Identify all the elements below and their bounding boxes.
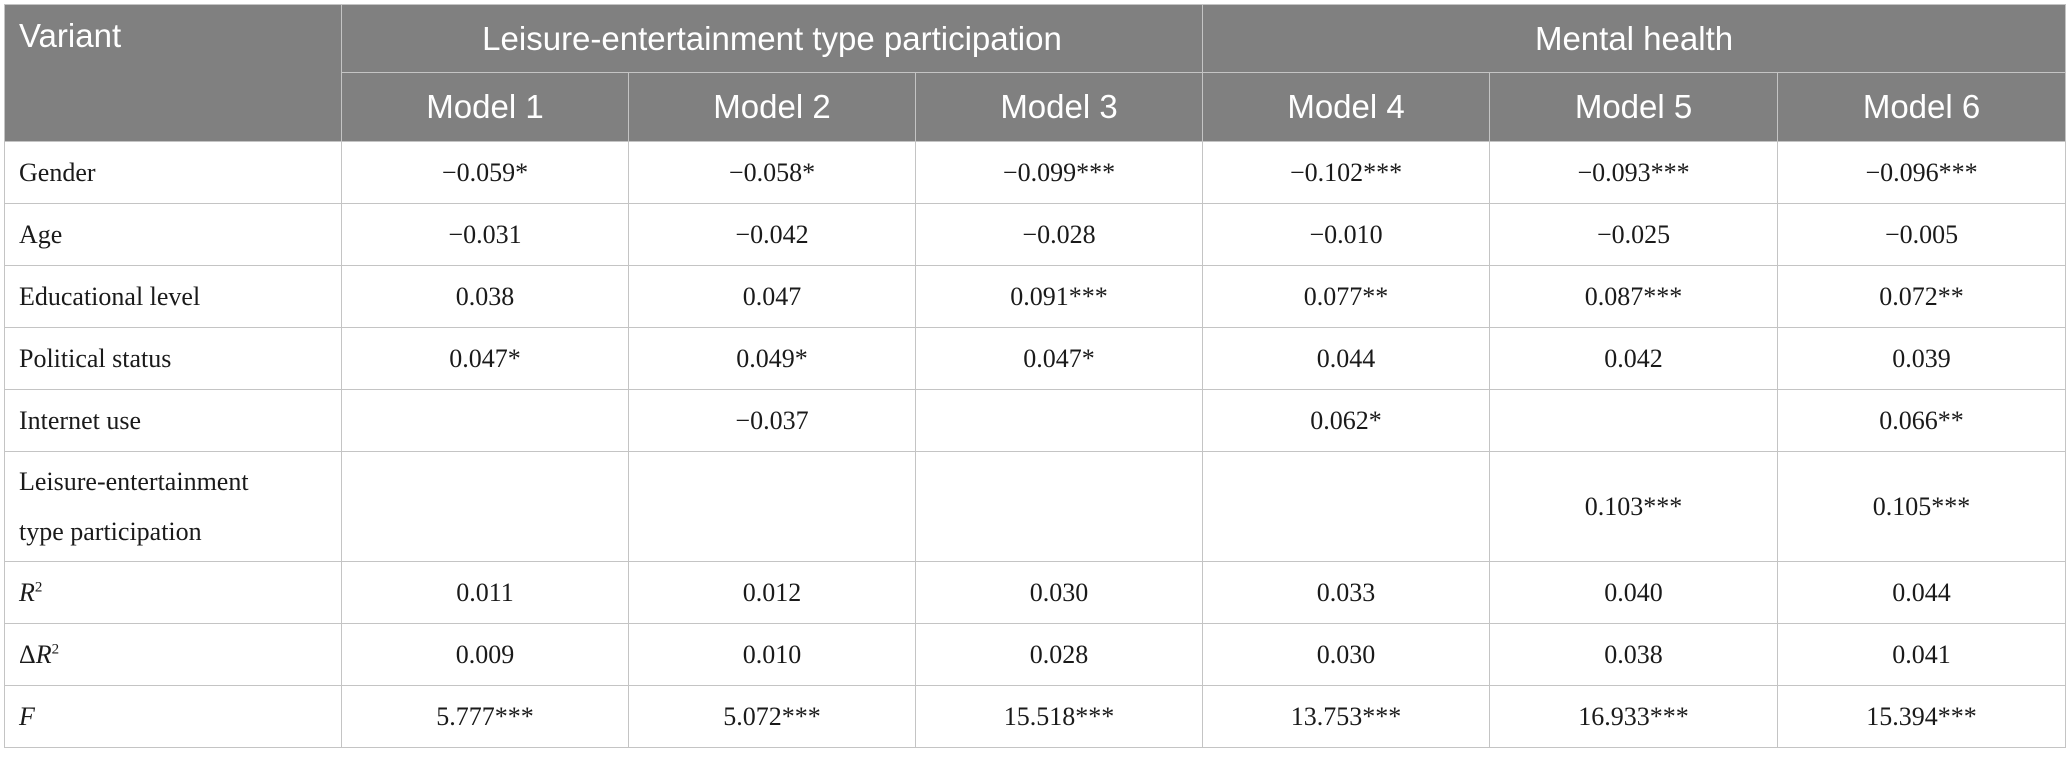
table-row-educational-level: Educational level 0.038 0.047 0.091*** 0… <box>4 265 2067 328</box>
table-cell: 5.777*** <box>341 685 629 748</box>
table-cell: −0.037 <box>628 389 916 452</box>
table-cell: 0.044 <box>1202 327 1491 390</box>
stat-symbol: F <box>19 701 35 731</box>
table-cell: 0.040 <box>1489 561 1779 624</box>
group-header-mental-health: Mental health <box>1202 4 2067 73</box>
model-header: Model 3 <box>914 72 1204 142</box>
table-row-leisure-participation: Leisure-entertainment type participation … <box>4 451 2067 562</box>
table-cell: 0.009 <box>341 623 629 686</box>
table-cell: −0.099*** <box>914 141 1204 204</box>
table-cell: 0.066** <box>1777 389 2067 452</box>
group-header-leisure: Leisure-entertainment type participation <box>340 4 1204 73</box>
table-cell: 0.042 <box>1489 327 1779 390</box>
table-cell: 0.103*** <box>1489 451 1779 562</box>
row-label: Leisure-entertainment type participation <box>4 451 342 562</box>
table-cell: 0.047* <box>914 327 1204 390</box>
regression-table: Variant Leisure-entertainment type parti… <box>4 4 2067 748</box>
table-cell: 0.039 <box>1777 327 2067 390</box>
row-label: Political status <box>4 327 342 390</box>
model-header: Model 1 <box>341 72 629 142</box>
table-cell: 0.047 <box>628 265 916 328</box>
table-cell: 16.933*** <box>1489 685 1779 748</box>
table-row-f: F 5.777*** 5.072*** 15.518*** 13.753*** … <box>4 685 2067 748</box>
table-cell: −0.010 <box>1202 203 1491 266</box>
table-cell: 0.091*** <box>914 265 1204 328</box>
table-cell: −0.028 <box>914 203 1204 266</box>
table-cell: −0.096*** <box>1777 141 2067 204</box>
table-cell: 0.105*** <box>1777 451 2067 562</box>
superscript: 2 <box>34 578 43 595</box>
table-cell: −0.102*** <box>1202 141 1491 204</box>
table-cell: 13.753*** <box>1202 685 1491 748</box>
table-cell: −0.042 <box>628 203 916 266</box>
delta-symbol: Δ <box>19 639 36 669</box>
table-cell: 0.012 <box>628 561 916 624</box>
model-header: Model 5 <box>1489 72 1779 142</box>
row-label-line1: Leisure-entertainment <box>19 466 249 496</box>
model-header: Model 6 <box>1777 72 2067 142</box>
table-cell: 0.044 <box>1777 561 2067 624</box>
model-header: Model 2 <box>628 72 916 142</box>
stat-symbol: R <box>35 639 52 669</box>
table-cell: 0.030 <box>1202 623 1491 686</box>
table-cell: 0.033 <box>1202 561 1491 624</box>
table-cell <box>341 451 629 562</box>
table-cell <box>914 389 1204 452</box>
row-label: Gender <box>4 141 342 204</box>
table-cell: 15.518*** <box>914 685 1204 748</box>
table-cell: 5.072*** <box>628 685 916 748</box>
table-cell <box>628 451 916 562</box>
row-label-line2: type participation <box>19 516 202 546</box>
table-row-delta-r-squared: ΔR2 0.009 0.010 0.028 0.030 0.038 0.041 <box>4 623 2067 686</box>
table-cell <box>1202 451 1491 562</box>
table-cell: 0.047* <box>341 327 629 390</box>
table-cell: −0.093*** <box>1489 141 1779 204</box>
table-cell: 15.394*** <box>1777 685 2067 748</box>
stat-symbol: R <box>19 577 35 607</box>
table-cell: 0.010 <box>628 623 916 686</box>
table-cell: 0.087*** <box>1489 265 1779 328</box>
table-cell: 0.049* <box>628 327 916 390</box>
table-row-gender: Gender −0.059* −0.058* −0.099*** −0.102*… <box>4 141 2067 204</box>
table-cell: 0.077** <box>1202 265 1491 328</box>
table-cell <box>1489 389 1779 452</box>
table-row-r-squared: R2 0.011 0.012 0.030 0.033 0.040 0.044 <box>4 561 2067 624</box>
header-row-models: Model 1 Model 2 Model 3 Model 4 Model 5 … <box>5 72 2067 142</box>
table-cell <box>341 389 629 452</box>
table-cell: −0.059* <box>341 141 629 204</box>
table-row-political-status: Political status 0.047* 0.049* 0.047* 0.… <box>4 327 2067 390</box>
superscript: 2 <box>51 640 60 657</box>
table-cell: 0.072** <box>1777 265 2067 328</box>
table-cell: 0.011 <box>341 561 629 624</box>
table-cell: 0.041 <box>1777 623 2067 686</box>
table-cell: 0.028 <box>914 623 1204 686</box>
table-cell: −0.058* <box>628 141 916 204</box>
row-label: F <box>4 685 342 748</box>
table-cell: −0.005 <box>1777 203 2067 266</box>
table-cell: 0.038 <box>341 265 629 328</box>
row-label: R2 <box>4 561 342 624</box>
table-cell: 0.038 <box>1489 623 1779 686</box>
row-label: Educational level <box>4 265 342 328</box>
row-label: ΔR2 <box>4 623 342 686</box>
table-cell: 0.030 <box>914 561 1204 624</box>
table-cell <box>914 451 1204 562</box>
row-label: Age <box>4 203 342 266</box>
variant-header: Variant <box>4 4 342 142</box>
model-header: Model 4 <box>1202 72 1491 142</box>
row-label: Internet use <box>4 389 342 452</box>
table-row-internet-use: Internet use −0.037 0.062* 0.066** <box>4 389 2067 452</box>
header-row-groups: Variant Leisure-entertainment type parti… <box>4 4 2067 142</box>
table-cell: −0.025 <box>1489 203 1779 266</box>
table-cell: −0.031 <box>341 203 629 266</box>
table-cell: 0.062* <box>1202 389 1491 452</box>
table-row-age: Age −0.031 −0.042 −0.028 −0.010 −0.025 −… <box>4 203 2067 266</box>
